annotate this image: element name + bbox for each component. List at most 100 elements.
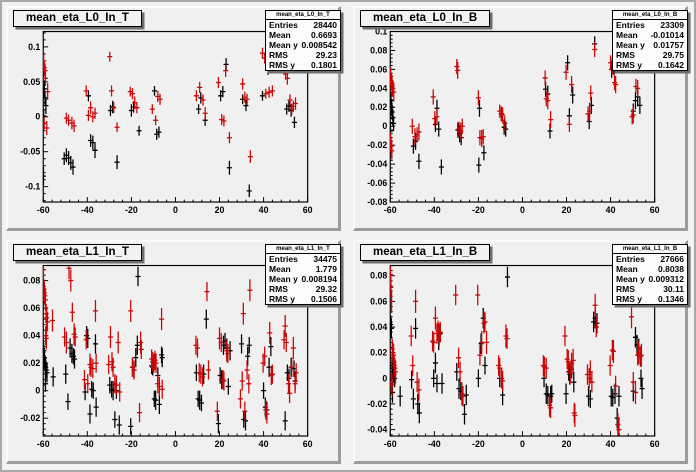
stat-label: RMS y [616,293,642,304]
svg-text:0: 0 [382,373,387,383]
svg-text:-0.02: -0.02 [20,413,40,423]
stat-value: 34475 [313,253,337,264]
stat-label: RMS [269,283,288,294]
stat-label: Mean y [616,40,645,51]
stat-row: RMS 30.11 [613,284,687,294]
plot-title: mean_eta_L0_In_B [373,12,478,24]
svg-text:40: 40 [259,205,269,215]
svg-text:40: 40 [259,438,269,448]
plot-title-box: mean_eta_L1_In_B [360,243,491,261]
stats-rows-1: Entries 23309 Mean -0.01014 Mean y 0.01757 RMS… [613,20,687,70]
stat-row: RMS y 0.1642 [613,60,687,70]
svg-text:-0.06: -0.06 [367,178,387,188]
pad-mean-eta-L0-In-T: -60 -40 -20 0 20 40 60 0.1 0.05 0 -0.05 -0.1 mean_e… [6,6,341,231]
stat-label: Entries [616,20,645,30]
stat-row: Mean y 0.01757 [613,40,687,50]
stat-row: RMS y 0.1346 [613,294,687,304]
stat-label: RMS [616,283,635,294]
stats-header: mean_eta_L0_In_B [613,11,687,20]
stat-label: RMS [616,50,635,61]
stat-value: 0.008542 [301,40,337,51]
plot-title: mean_eta_L1_In_T [26,245,129,258]
stats-rows-0: Entries 28440 Mean 0.6693 Mean y 0.008542 RMS 2… [266,20,340,70]
plot-svg-3: -60 -40 -20 0 20 40 60 0.08 0.06 0.04 0.02 0 -0.02 -0… [367,264,660,448]
svg-text:0: 0 [35,385,40,395]
svg-text:-0.04: -0.04 [367,424,387,434]
svg-text:0: 0 [173,438,178,448]
svg-text:-20: -20 [125,438,138,448]
stat-row: Entries 34475 [266,254,340,264]
svg-text:-40: -40 [81,438,94,448]
svg-text:40: 40 [606,205,616,215]
stat-label: RMS [269,50,288,61]
stat-value: 0.01757 [653,40,684,51]
svg-text:-40: -40 [428,438,441,448]
stat-row: Mean y 0.009312 [613,274,687,284]
svg-text:20: 20 [562,205,572,215]
stat-row: RMS 29.75 [613,50,687,60]
svg-text:0.1: 0.1 [375,26,387,36]
stat-row: RMS 29.23 [266,50,340,60]
stat-label: Entries [269,253,298,264]
svg-text:-20: -20 [125,205,138,215]
plot-svg-1: -60 -40 -20 0 20 40 60 0.1 0.08 0.06 0.04 0.02 0 -0.0… [367,26,659,215]
stat-row: Mean 1.779 [266,264,340,274]
stat-label: Mean y [616,273,645,284]
svg-text:0.06: 0.06 [370,296,387,306]
stat-label: Entries [269,20,298,30]
stat-label: Entries [616,253,645,264]
plot-svg-0: -60 -40 -20 0 20 40 60 0.1 0.05 0 -0.05 -0.1 [20,30,313,215]
svg-text:0.08: 0.08 [370,45,387,55]
pad-mean-eta-L1-In-B: -60 -40 -20 0 20 40 60 0.08 0.06 0.04 0.02 0 -0.02 -0… [353,239,688,464]
svg-text:0: 0 [520,438,525,448]
stat-value: 23309 [660,20,684,30]
stat-row: Entries 23309 [613,20,687,30]
stat-label: Mean [269,263,291,274]
svg-text:0: 0 [382,121,387,131]
svg-text:-0.1: -0.1 [25,182,40,192]
svg-text:60: 60 [650,438,660,448]
svg-text:20: 20 [215,438,225,448]
svg-text:0.08: 0.08 [370,270,387,280]
plot-svg-2: -60 -40 -20 0 20 40 60 0.08 0.06 0.04 0.02 0 -0.02 [20,264,313,448]
svg-text:0.1: 0.1 [28,42,40,52]
svg-text:-40: -40 [81,205,94,215]
plot-title-box: mean_eta_L0_In_B [360,10,491,27]
stat-value: 0.8038 [658,263,684,274]
stat-value: 29.32 [315,283,337,294]
plot-title-box: mean_eta_L0_In_T [13,10,142,27]
stats-header: mean_eta_L1_In_T [266,245,340,254]
stats-header: mean_eta_L1_In_B [613,245,687,254]
svg-text:-60: -60 [37,438,50,448]
plot-title: mean_eta_L1_In_B [373,245,478,258]
svg-text:0.04: 0.04 [23,330,40,340]
stat-row: Mean -0.01014 [613,30,687,40]
stat-row: RMS y 0.1506 [266,294,340,304]
stats-header: mean_eta_L0_In_T [266,11,340,20]
svg-text:-0.02: -0.02 [367,398,387,408]
svg-text:0.02: 0.02 [370,347,387,357]
stats-rows-2: Entries 34475 Mean 1.779 Mean y 0.008194 RMS 29… [266,254,340,304]
stat-row: Mean 0.8038 [613,264,687,274]
stat-row: Entries 27666 [613,254,687,264]
stat-label: RMS y [269,60,295,71]
svg-text:0: 0 [173,205,178,215]
svg-text:0.04: 0.04 [370,321,387,331]
stat-row: RMS y 0.1801 [266,60,340,70]
svg-text:0: 0 [520,205,525,215]
stat-value: 0.009312 [648,273,684,284]
svg-text:-40: -40 [428,205,441,215]
svg-text:0.05: 0.05 [23,77,40,87]
stat-value: 28440 [313,20,337,30]
svg-text:0.08: 0.08 [23,275,40,285]
stats-box: mean_eta_L1_In_T Entries 34475 Mean 1.779 Me… [265,243,341,305]
stat-label: RMS y [269,293,295,304]
svg-text:0.06: 0.06 [23,303,40,313]
svg-text:-0.08: -0.08 [367,197,387,207]
svg-text:40: 40 [606,438,616,448]
stat-value: 0.008194 [301,273,337,284]
stats-box: mean_eta_L0_In_T Entries 28440 Mean 0.6693 M… [265,10,341,72]
stat-value: 0.1346 [658,293,684,304]
stat-value: 0.1642 [658,60,684,71]
